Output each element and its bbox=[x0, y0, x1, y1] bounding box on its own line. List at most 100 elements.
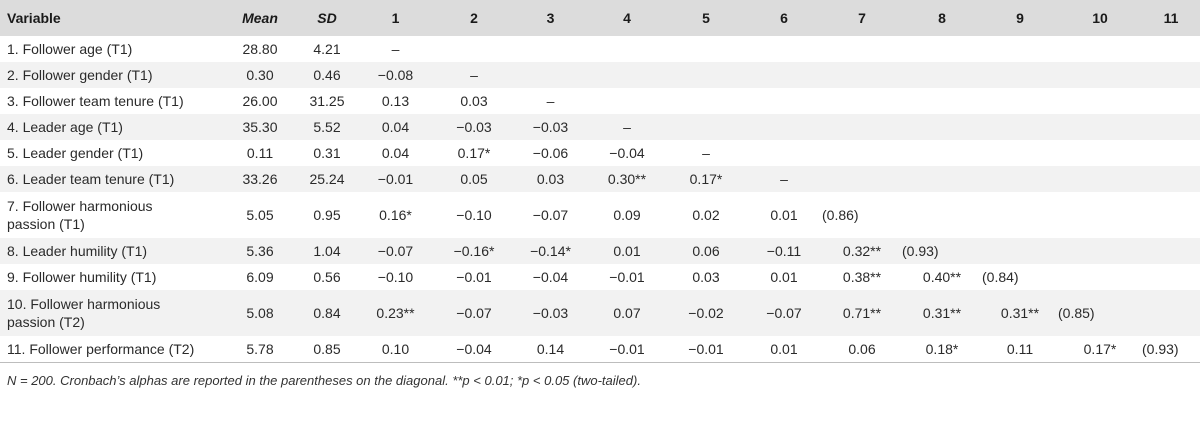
mean-cell: 33.26 bbox=[242, 171, 278, 187]
correlation-cell bbox=[1142, 140, 1200, 166]
correlation-cell bbox=[1142, 114, 1200, 140]
mean-cell: 0.11 bbox=[246, 145, 274, 161]
variable-cell: 8. Leader humility (T1) bbox=[7, 243, 148, 259]
header-row: Variable Mean SD 1 2 3 4 5 6 7 8 9 10 11 bbox=[0, 0, 1200, 36]
correlation-cell: 0.01 bbox=[613, 243, 641, 259]
correlation-cell bbox=[1058, 36, 1142, 62]
correlation-cell: 0.11 bbox=[1006, 340, 1034, 357]
correlation-cell bbox=[1142, 166, 1200, 192]
correlation-cell bbox=[1142, 238, 1200, 264]
correlation-cell bbox=[822, 36, 902, 62]
mean-cell: 5.05 bbox=[246, 207, 274, 223]
correlation-cell: −0.07 bbox=[766, 305, 802, 321]
correlation-cell: −0.03 bbox=[456, 119, 492, 135]
mean-cell: 28.80 bbox=[242, 41, 278, 57]
correlation-cell bbox=[1142, 264, 1200, 290]
table-row: 4. Leader age (T1) 35.30 5.52 0.04 −0.03 −0.0… bbox=[0, 114, 1200, 140]
correlation-cell: 0.03 bbox=[692, 269, 720, 285]
sd-cell: 0.85 bbox=[313, 340, 341, 357]
table-row: 1. Follower age (T1) 28.80 4.21 – bbox=[0, 36, 1200, 62]
variable-cell: 2. Follower gender (T1) bbox=[7, 67, 153, 83]
sd-cell: 0.84 bbox=[313, 305, 341, 321]
table-row: 6. Leader team tenure (T1) 33.26 25.24 −0.0… bbox=[0, 166, 1200, 192]
correlation-cell: 0.06 bbox=[692, 243, 720, 259]
sd-cell: 0.95 bbox=[313, 207, 341, 223]
correlation-cell bbox=[902, 36, 982, 62]
correlation-cell: −0.02 bbox=[688, 305, 724, 321]
correlation-cell: 0.23** bbox=[376, 305, 415, 321]
correlation-cell bbox=[1142, 192, 1200, 238]
sd-cell: 25.24 bbox=[309, 171, 345, 187]
mean-cell: 5.78 bbox=[246, 340, 274, 357]
mean-cell: 0.30 bbox=[246, 67, 274, 83]
table-body: 1. Follower age (T1) 28.80 4.21–2. Followe… bbox=[0, 36, 1200, 362]
correlation-cell: −0.01 bbox=[609, 340, 645, 357]
correlation-cell: 0.38** bbox=[842, 269, 882, 285]
alpha-cell: (0.93) bbox=[902, 243, 939, 259]
correlation-cell bbox=[982, 88, 1058, 114]
correlation-cell bbox=[902, 62, 982, 88]
correlation-cell: 0.30** bbox=[607, 171, 647, 187]
correlation-cell: 0.04 bbox=[381, 119, 410, 135]
correlation-cell: 0.13 bbox=[381, 93, 410, 109]
correlation-cell: 0.03 bbox=[460, 93, 488, 109]
correlation-cell: 0.09 bbox=[613, 207, 641, 223]
correlation-cell bbox=[822, 62, 902, 88]
correlation-cell bbox=[902, 192, 982, 238]
correlation-cell: – bbox=[546, 93, 555, 109]
correlation-cell: 0.17* bbox=[1083, 340, 1117, 357]
correlation-cell bbox=[1142, 36, 1200, 62]
correlation-cell: 0.04 bbox=[381, 145, 410, 161]
correlation-cell bbox=[822, 166, 902, 192]
correlation-cell bbox=[588, 36, 666, 62]
alpha-cell: (0.84) bbox=[982, 269, 1019, 285]
correlation-cell bbox=[982, 114, 1058, 140]
sd-cell: 1.04 bbox=[313, 243, 341, 259]
correlation-cell bbox=[435, 36, 513, 62]
correlation-cell: 0.02 bbox=[692, 207, 720, 223]
alpha-cell: (0.93) bbox=[1142, 340, 1179, 357]
variable-cell: 9. Follower humility (T1) bbox=[7, 269, 157, 285]
table-row: 3. Follower team tenure (T1) 26.00 31.25 0.… bbox=[0, 88, 1200, 114]
column-header-11: 11 bbox=[1163, 10, 1179, 26]
correlation-cell bbox=[982, 36, 1058, 62]
column-header-10: 10 bbox=[1092, 10, 1108, 26]
correlation-cell bbox=[746, 114, 822, 140]
correlation-cell: −0.10 bbox=[456, 207, 492, 223]
sd-cell: 0.56 bbox=[313, 269, 341, 285]
sd-cell: 5.52 bbox=[313, 119, 341, 135]
sd-cell: 4.21 bbox=[313, 41, 341, 57]
column-header-8: 8 bbox=[938, 10, 946, 26]
correlation-cell: – bbox=[470, 67, 478, 83]
correlation-cell bbox=[982, 238, 1058, 264]
table-row: 7. Follower harmonious passion (T1) 5.05 0… bbox=[0, 192, 1200, 238]
column-header-mean: Mean bbox=[242, 10, 278, 26]
correlation-cell bbox=[746, 62, 822, 88]
correlation-cell: −0.04 bbox=[532, 269, 569, 285]
correlation-cell: −0.06 bbox=[532, 145, 569, 161]
variable-cell: 4. Leader age (T1) bbox=[7, 119, 123, 135]
correlation-cell: 0.31** bbox=[1000, 305, 1040, 321]
correlation-cell: 0.17* bbox=[457, 145, 491, 161]
correlation-cell bbox=[746, 36, 822, 62]
correlation-cell: 0.06 bbox=[848, 340, 876, 357]
correlation-cell bbox=[666, 36, 746, 62]
correlation-cell: −0.01 bbox=[609, 269, 645, 285]
correlation-cell: 0.05 bbox=[460, 171, 488, 187]
correlation-cell: −0.04 bbox=[456, 340, 492, 357]
correlation-cell bbox=[666, 88, 746, 114]
correlation-cell: −0.03 bbox=[532, 119, 569, 135]
correlation-cell bbox=[1058, 88, 1142, 114]
table-row: 8. Leader humility (T1) 5.36 1.04 −0.07 −0.1… bbox=[0, 238, 1200, 264]
correlation-cell: −0.01 bbox=[377, 171, 414, 187]
correlation-cell: 0.01 bbox=[770, 340, 798, 357]
column-header-3: 3 bbox=[546, 10, 555, 26]
column-header-sd: SD bbox=[317, 10, 337, 26]
mean-cell: 35.30 bbox=[242, 119, 278, 135]
alpha-cell: (0.85) bbox=[1058, 305, 1095, 321]
correlation-table-figure: Variable Mean SD 1 2 3 4 5 6 7 8 9 10 11 1. Follower … bbox=[0, 0, 1200, 390]
correlation-cell bbox=[746, 140, 822, 166]
correlation-cell: 0.03 bbox=[536, 171, 565, 187]
variable-cell: 3. Follower team tenure (T1) bbox=[7, 93, 184, 109]
table-row: 5. Leader gender (T1) 0.11 0.31 0.04 0.17* −0… bbox=[0, 140, 1200, 166]
